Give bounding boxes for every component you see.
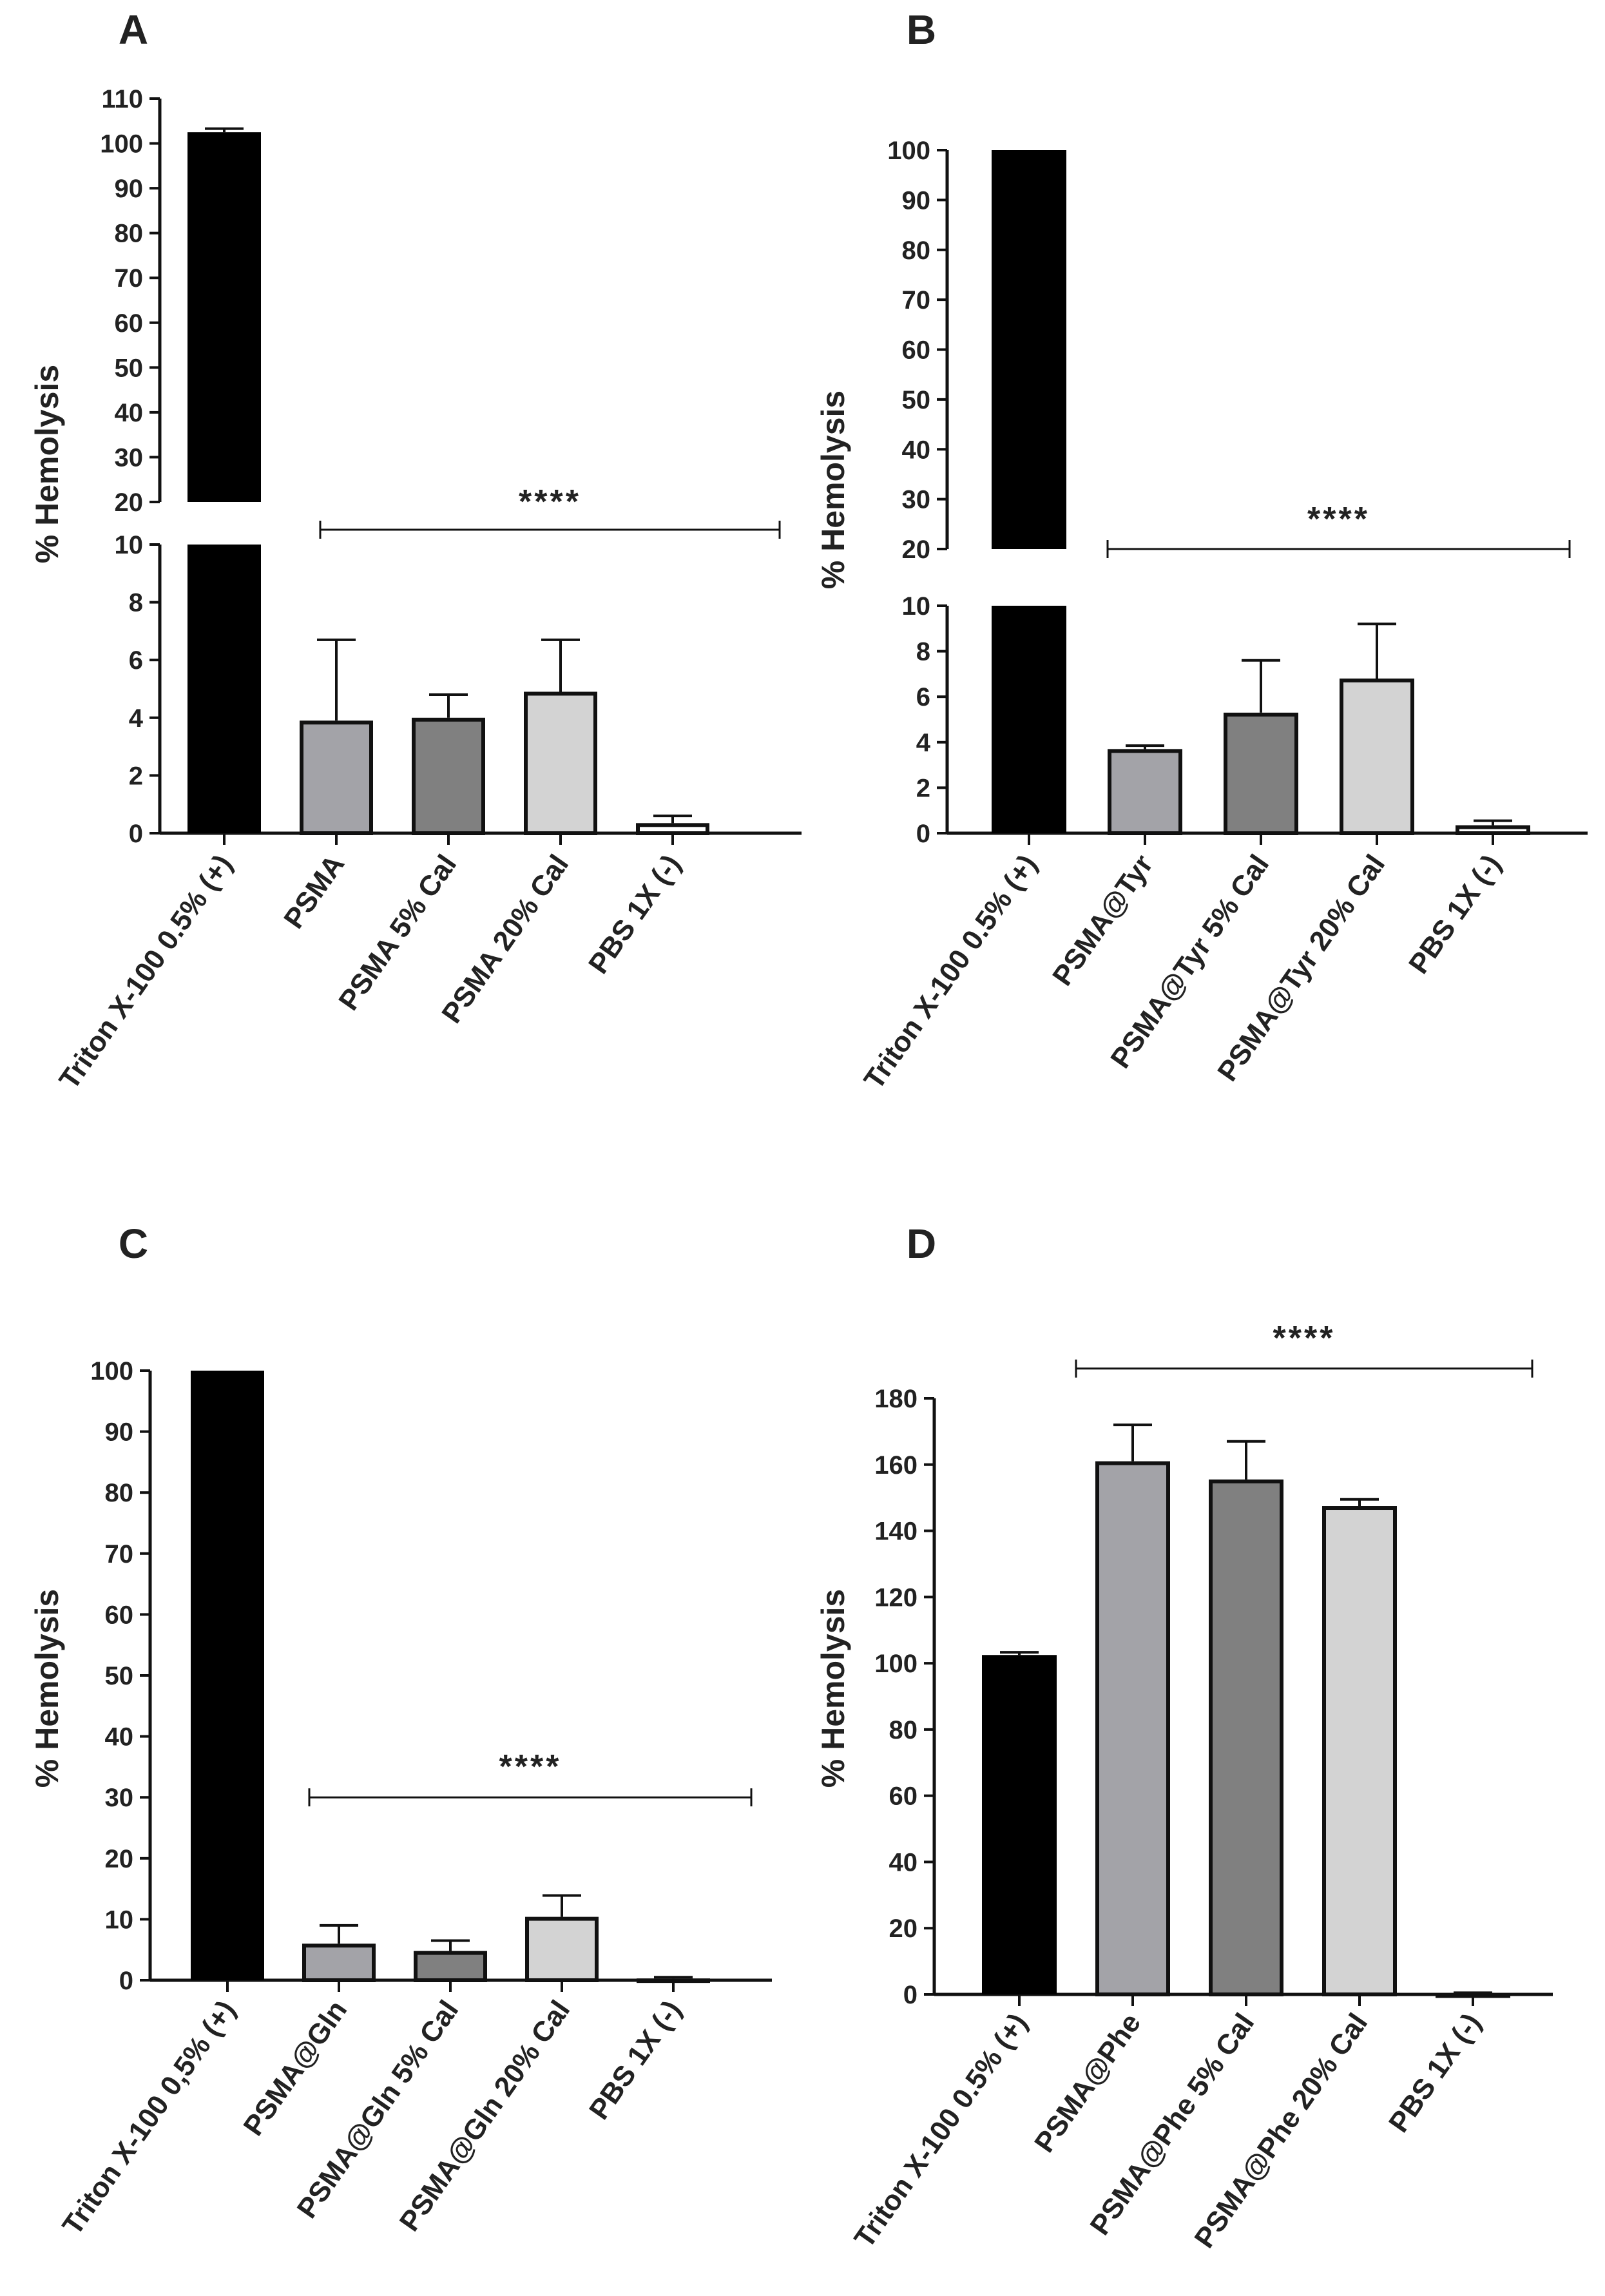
y-tick-label: 50 [902, 386, 931, 414]
bar [1340, 678, 1414, 835]
bar [1209, 1479, 1283, 1997]
panel-letter: C [119, 1220, 148, 1267]
y-tick-label: 40 [902, 436, 931, 464]
y-axis-label: % Hemolysis [815, 1589, 851, 1788]
y-tick-label: 0 [129, 820, 143, 848]
y-tick-label: 80 [105, 1479, 134, 1507]
significance-stars: **** [499, 1748, 562, 1786]
y-tick-label: 60 [105, 1601, 134, 1629]
bar-lower-segment [187, 545, 261, 833]
y-tick-label: 20 [115, 488, 144, 517]
bar [1108, 749, 1182, 836]
significance-stars: **** [1273, 1320, 1336, 1357]
y-tick-label: 70 [902, 286, 931, 314]
bar [412, 717, 485, 836]
y-tick-label: 50 [115, 354, 144, 382]
y-tick-label: 180 [874, 1385, 918, 1413]
y-tick-label: 160 [874, 1451, 918, 1480]
significance-stars: **** [1307, 501, 1370, 538]
y-axis-label: % Hemolysis [815, 391, 851, 589]
y-tick-label: 30 [105, 1784, 134, 1812]
bar [1322, 1506, 1397, 1996]
y-tick-label: 140 [874, 1518, 918, 1546]
bar [302, 1944, 376, 1982]
y-tick-label: 120 [874, 1583, 918, 1612]
y-tick-label: 70 [115, 264, 144, 293]
bar-upper-segment [992, 150, 1066, 549]
bar [1095, 1461, 1170, 1996]
y-tick-label: 4 [129, 704, 144, 733]
y-tick-label: 50 [105, 1662, 134, 1690]
y-axis-label: % Hemolysis [29, 1589, 65, 1788]
y-tick-label: 90 [115, 175, 144, 203]
panel-letter: D [907, 1220, 936, 1267]
y-tick-label: 10 [115, 531, 144, 559]
y-axis-label: % Hemolysis [29, 365, 65, 563]
y-tick-label: 80 [889, 1716, 918, 1744]
y-tick-label: 30 [902, 486, 931, 514]
bar [636, 823, 709, 835]
y-tick-label: 90 [902, 186, 931, 215]
bar [300, 720, 373, 836]
y-tick-label: 8 [129, 589, 143, 617]
y-tick-label: 60 [902, 336, 931, 365]
y-tick-label: 60 [889, 1782, 918, 1811]
y-tick-label: 60 [115, 309, 144, 338]
bar [525, 1916, 599, 1982]
y-tick-label: 2 [916, 774, 930, 802]
y-tick-label: 6 [916, 683, 930, 711]
y-tick-label: 8 [916, 638, 930, 666]
y-tick-label: 100 [90, 1357, 133, 1385]
y-tick-label: 0 [916, 820, 930, 848]
y-tick-label: 80 [115, 220, 144, 248]
significance-stars: **** [519, 483, 581, 521]
bar-upper-segment [187, 132, 261, 502]
y-tick-label: 10 [902, 592, 931, 621]
bar [1224, 712, 1298, 836]
y-tick-label: 40 [105, 1723, 134, 1751]
y-tick-label: 30 [115, 443, 144, 472]
bar [414, 1951, 487, 1983]
y-tick-label: 0 [119, 1967, 133, 1995]
y-tick-label: 110 [101, 85, 143, 113]
y-tick-label: 90 [105, 1418, 134, 1447]
y-tick-label: 100 [874, 1650, 918, 1678]
y-tick-label: 70 [105, 1540, 134, 1568]
y-tick-label: 20 [902, 535, 931, 564]
bar [982, 1655, 1057, 1994]
panel-letter: B [907, 6, 936, 53]
y-tick-label: 10 [105, 1905, 134, 1934]
bar [524, 691, 597, 835]
bar [1456, 825, 1530, 836]
y-tick-label: 2 [129, 762, 143, 790]
y-tick-label: 40 [889, 1848, 918, 1876]
y-tick-label: 40 [115, 399, 144, 427]
panel-letter: A [119, 6, 148, 53]
y-tick-label: 20 [889, 1915, 918, 1943]
y-tick-label: 4 [916, 729, 931, 757]
y-tick-label: 0 [903, 1981, 918, 2009]
y-tick-label: 100 [887, 137, 930, 165]
y-tick-label: 6 [129, 646, 143, 675]
y-tick-label: 100 [100, 130, 143, 159]
bar-lower-segment [992, 606, 1066, 833]
y-tick-label: 20 [105, 1845, 134, 1873]
bar [191, 1371, 264, 1980]
y-tick-label: 80 [902, 236, 931, 265]
